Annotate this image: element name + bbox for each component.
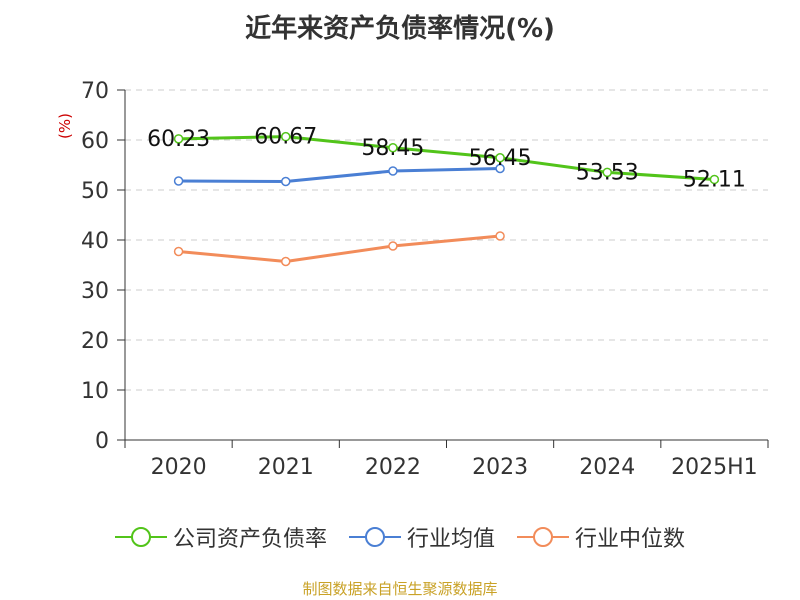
legend-label-company: 公司资产负债率 <box>172 527 327 552</box>
industry-average-line <box>178 167 501 183</box>
legend-swatch-industry-median <box>517 527 569 547</box>
legend-item-industry-average[interactable]: 行业均值 <box>348 521 495 553</box>
industry-median-point <box>281 256 291 267</box>
company-debt-ratio-point <box>602 167 612 178</box>
x-tick-label: 2025H1 <box>671 455 758 480</box>
x-tick-label: 2024 <box>579 455 635 480</box>
chart-title: 近年来资产负债率情况(%) <box>245 14 555 44</box>
industry-median-point <box>495 231 505 241</box>
industry-average-point <box>495 163 505 174</box>
data-label: 58.45 <box>361 136 424 161</box>
legend-label-industry-median: 行业中位数 <box>575 527 686 552</box>
industry-median-point <box>173 246 184 257</box>
x-tick-label: 2022 <box>365 455 421 480</box>
data-label: 56.45 <box>469 146 532 171</box>
company-debt-ratio-point <box>709 174 720 185</box>
company-debt-ratio-point <box>281 131 291 142</box>
legend: 公司资产负债率 行业均值 行业中位数 <box>0 520 800 554</box>
y-tick-label: 30 <box>81 279 109 304</box>
legend-item-industry-median[interactable]: 行业中位数 <box>517 521 685 553</box>
y-tick-label: 0 <box>95 429 109 454</box>
y-tick-label: 10 <box>81 379 109 404</box>
industry-average-point <box>388 166 398 176</box>
x-tick-label: 2021 <box>258 455 314 480</box>
industry-median-point <box>388 241 398 251</box>
legend-swatch-industry-average <box>348 527 401 547</box>
industry-median-line <box>178 234 501 263</box>
y-tick-label: 60 <box>81 129 109 154</box>
y-tick-label: 70 <box>81 79 109 104</box>
y-axis-label: (%) <box>56 113 74 139</box>
company-debt-ratio-line <box>178 135 715 181</box>
y-tick-label: 20 <box>81 329 109 354</box>
data-label: 60.23 <box>147 127 210 152</box>
industry-average-point <box>173 176 184 186</box>
company-debt-ratio-point <box>495 153 505 163</box>
legend-item-company[interactable]: 公司资产负债率 <box>114 521 327 553</box>
source-note: 制图数据来自恒生聚源数据库 <box>302 580 498 598</box>
data-label: 53.53 <box>576 160 639 185</box>
legend-swatch-company <box>114 527 167 547</box>
data-label: 60.67 <box>254 125 317 150</box>
y-tick-label: 50 <box>81 179 109 204</box>
legend-label-industry-average: 行业均值 <box>406 527 495 552</box>
x-tick-label: 2023 <box>472 455 528 480</box>
y-tick-label: 40 <box>81 229 109 254</box>
x-tick-label: 2020 <box>151 455 207 480</box>
industry-average-point <box>281 176 291 187</box>
company-debt-ratio-point <box>388 143 398 153</box>
company-debt-ratio-point <box>173 134 184 144</box>
data-label: 52.11 <box>683 167 746 192</box>
